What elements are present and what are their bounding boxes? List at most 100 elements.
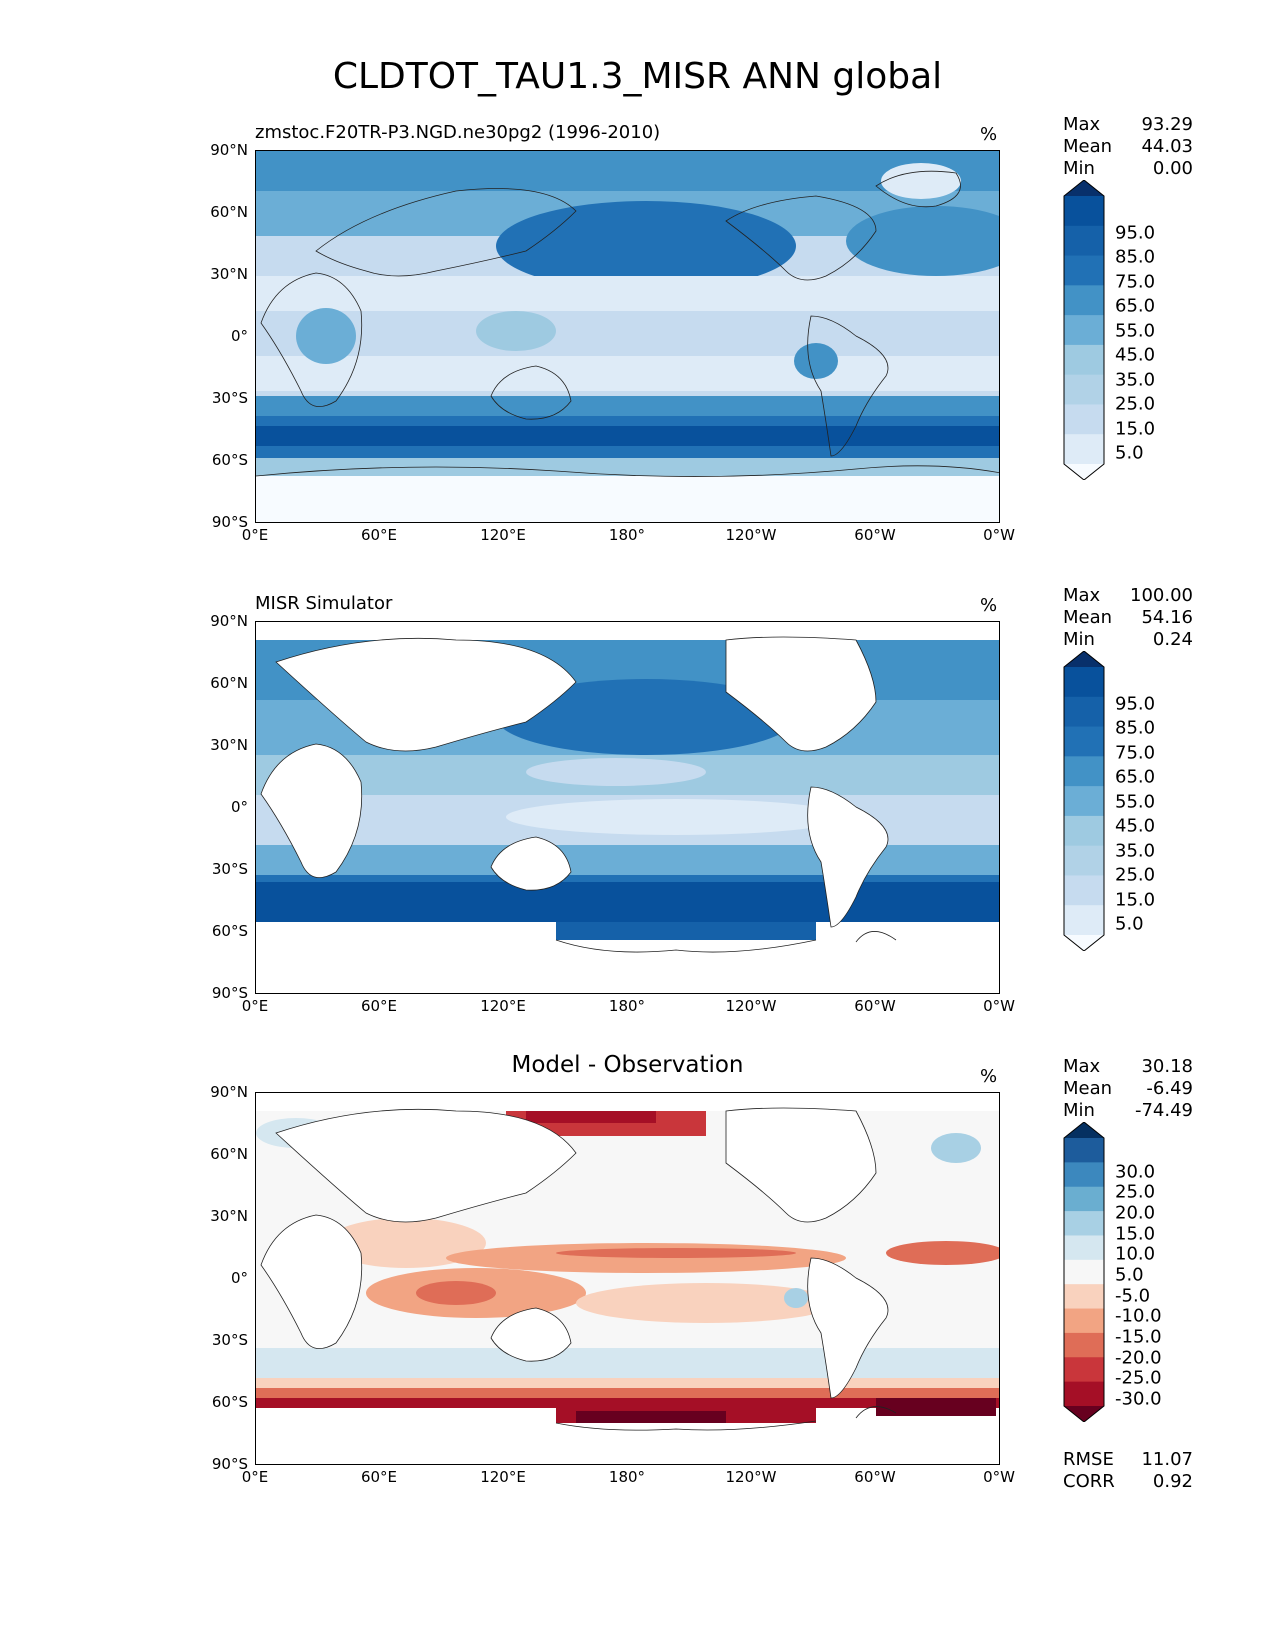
x-tick-label: 120°W (725, 526, 777, 544)
colorbar-segment (1064, 1186, 1104, 1212)
x-tick-label: 180° (608, 526, 646, 544)
colorbar-tick-label: 25.0 (1115, 864, 1156, 886)
y-tick-label: 0° (230, 1269, 248, 1287)
x-tick-label: 60°W (854, 997, 896, 1015)
stat-label: Min (1063, 1100, 1095, 1121)
colorbar-tick-label: 95.0 (1115, 222, 1156, 244)
colorbar-tick-label: 95.0 (1115, 693, 1156, 715)
y-tick-label: 90°N (210, 612, 248, 630)
colorbar-tick-label: 35.0 (1115, 369, 1156, 391)
colorbar-segment (1064, 696, 1104, 728)
x-tick-label: 0°E (241, 997, 269, 1015)
colorbar-tick-label: 65.0 (1115, 766, 1156, 788)
colorbar-seq (1063, 651, 1105, 951)
y-tick-label: 30°N (210, 736, 248, 754)
colorbar-tick-label: 85.0 (1115, 717, 1156, 739)
colorbar-tick-label: 15.0 (1115, 889, 1156, 911)
y-tick-label: 90°N (210, 1083, 248, 1101)
x-tick-label: 60°E (360, 997, 398, 1015)
panel-difference: Model - Observation % (0, 1052, 1275, 1514)
y-tick-label: 0° (230, 327, 248, 345)
colorbar-tick-label: 25.0 (1115, 393, 1156, 415)
colorbar-tick-label: 65.0 (1115, 295, 1156, 317)
x-tick-label: 60°W (854, 526, 896, 544)
colorbar-tick-label: 45.0 (1115, 344, 1156, 366)
colorbar-tick-label: 45.0 (1115, 815, 1156, 837)
colorbar-segment (1064, 1162, 1104, 1188)
colorbar-segment (1064, 374, 1104, 405)
colorbar-extend-max (1064, 1122, 1104, 1138)
colorbar-segment (1064, 255, 1104, 286)
colorbar-segment (1064, 285, 1104, 316)
colorbar-segment (1064, 786, 1104, 817)
colorbar-outline (1063, 651, 1105, 951)
y-tick-label: 30°S (211, 389, 248, 407)
x-tick-label: 180° (608, 1468, 646, 1486)
colorbar-tick-label: 75.0 (1115, 742, 1156, 764)
colorbar-tick-label: 35.0 (1115, 840, 1156, 862)
colorbar-seq (1063, 180, 1105, 480)
stat-value: 100.00 (1130, 585, 1193, 606)
colorbar-outline (1063, 180, 1105, 480)
colorbar-tick-label: -30.0 (1115, 1388, 1162, 1410)
colorbar-extend-max (1064, 180, 1104, 196)
y-tick-label: 60°S (211, 451, 248, 469)
y-tick-label: 60°S (211, 922, 248, 940)
colorbar-segment (1064, 756, 1104, 787)
stat-label: Min (1063, 158, 1095, 179)
x-tick-label: 0°W (983, 526, 1015, 544)
stat-label: Max (1063, 1056, 1101, 1077)
x-tick-label: 120°W (725, 1468, 777, 1486)
colorbar-segment (1064, 1235, 1104, 1261)
x-tick-label: 120°E (480, 1468, 526, 1486)
stats-box: Max 100.00 Mean 54.16 Min 0.24 (1063, 585, 1193, 651)
colorbar-segment (1064, 1308, 1104, 1334)
y-tick-label: 60°S (211, 1393, 248, 1411)
x-tick-label: 60°W (854, 1468, 896, 1486)
map-difference (255, 1092, 1000, 1465)
panel-title: MISR Simulator (255, 593, 393, 614)
colorbar-extend-min (1064, 1406, 1104, 1422)
stat-label: Max (1063, 585, 1101, 606)
colorbar-tick-label: 15.0 (1115, 1223, 1156, 1245)
stat-value: 0.00 (1152, 158, 1193, 179)
stat-value: 93.29 (1141, 114, 1193, 135)
colorbar-segment (1064, 315, 1104, 346)
x-tick-label: 0°E (241, 1468, 269, 1486)
y-tick-label: 60°N (210, 203, 248, 221)
metric-value: 0.92 (1152, 1471, 1193, 1492)
x-tick-label: 0°W (983, 997, 1015, 1015)
x-tick-label: 120°E (480, 526, 526, 544)
y-tick-label: 30°N (210, 1207, 248, 1225)
y-tick-label: 60°N (210, 1145, 248, 1163)
map-field-model (256, 151, 999, 522)
map-field-observation (256, 622, 999, 993)
colorbar-tick-label: 55.0 (1115, 320, 1156, 342)
colorbar-div (1063, 1122, 1105, 1422)
colorbar-segment (1064, 1211, 1104, 1236)
y-tick-label: 30°S (211, 1331, 248, 1349)
x-tick-label: 0°E (241, 526, 269, 544)
colorbar-tick-label: -20.0 (1115, 1347, 1162, 1369)
stat-label: Min (1063, 629, 1095, 650)
units-label: % (980, 1066, 998, 1087)
colorbar-segment (1064, 225, 1104, 257)
colorbar-segment (1064, 875, 1104, 906)
colorbar-segment (1064, 667, 1104, 698)
stat-value: 30.18 (1141, 1056, 1193, 1077)
colorbar-segment (1064, 404, 1104, 435)
map-observation (255, 621, 1000, 994)
colorbar-tick-label: 25.0 (1115, 1181, 1156, 1203)
y-tick-label: 0° (230, 798, 248, 816)
x-tick-label: 120°W (725, 997, 777, 1015)
metric-value: 11.07 (1141, 1449, 1193, 1470)
colorbar-tick-label: 85.0 (1115, 246, 1156, 268)
panel-observation: MISR Simulator % (0, 585, 1275, 1043)
colorbar-tick-label: -5.0 (1115, 1285, 1151, 1307)
colorbar-segment (1064, 815, 1104, 847)
stat-value: -74.49 (1134, 1100, 1193, 1121)
units-label: % (980, 595, 998, 616)
metrics-box: RMSE 11.07 CORR 0.92 (1063, 1449, 1193, 1493)
stat-value: 54.16 (1141, 607, 1193, 628)
x-tick-label: 60°E (360, 526, 398, 544)
